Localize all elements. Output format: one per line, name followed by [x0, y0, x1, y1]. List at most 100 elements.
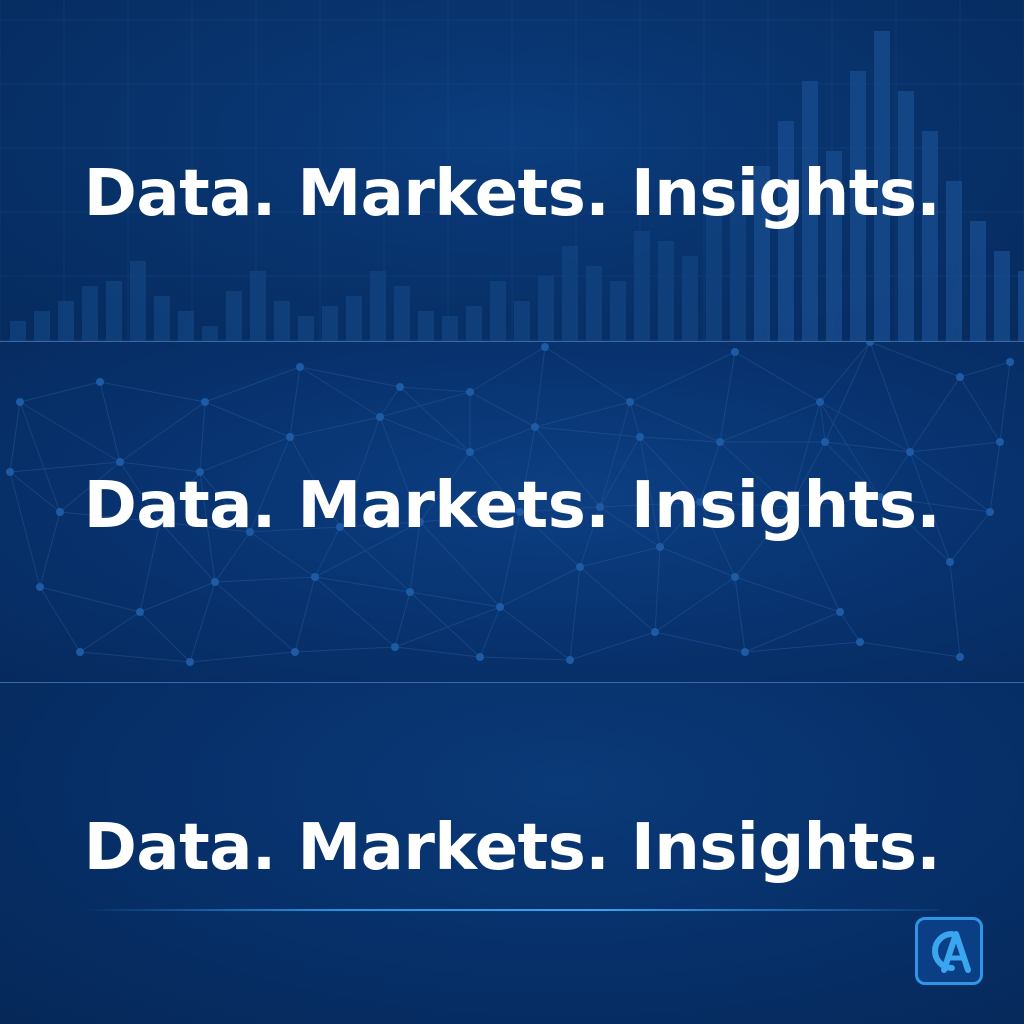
network-node — [866, 342, 874, 346]
decorative-bar — [778, 121, 794, 341]
decorative-bar — [658, 241, 674, 341]
network-node — [816, 398, 824, 406]
decorative-bar — [610, 281, 626, 341]
tagline-text: Data. Markets. Insights. — [83, 157, 941, 231]
network-node — [716, 438, 724, 446]
network-node — [821, 438, 829, 446]
network-node — [136, 608, 144, 616]
network-node — [731, 573, 739, 581]
network-node — [596, 503, 604, 511]
decorative-bar — [826, 151, 842, 341]
decorative-bar — [754, 166, 770, 341]
decorative-bar — [466, 306, 482, 341]
decorative-bar — [490, 281, 506, 341]
network-node — [196, 468, 204, 476]
network-node — [156, 518, 164, 526]
network-node — [211, 578, 219, 586]
decorative-bar — [58, 301, 74, 341]
network-node — [836, 608, 844, 616]
network-node — [36, 583, 44, 591]
network-node — [906, 448, 914, 456]
decorative-bar — [514, 301, 530, 341]
decorative-bar — [1018, 271, 1024, 341]
decorative-bar — [730, 191, 746, 341]
network-node — [396, 383, 404, 391]
decorative-bar — [634, 231, 650, 341]
network-node — [566, 656, 574, 664]
network-node — [291, 648, 299, 656]
decorative-bar — [898, 91, 914, 341]
network-node — [296, 363, 304, 371]
network-node — [956, 653, 964, 661]
decorative-bar — [370, 271, 386, 341]
network-node — [406, 588, 414, 596]
network-node — [311, 573, 319, 581]
network-node — [656, 543, 664, 551]
accent-underline — [80, 909, 940, 911]
decorative-bar — [442, 316, 458, 341]
network-node — [986, 508, 994, 516]
network-node — [286, 433, 294, 441]
network-node — [76, 648, 84, 656]
decorative-bar — [106, 281, 122, 341]
network-node — [376, 413, 384, 421]
network-node — [6, 468, 14, 476]
network-node — [336, 523, 344, 531]
decorative-bar — [130, 261, 146, 341]
brand-logo-icon — [915, 917, 983, 985]
bar-chart-background — [0, 0, 1024, 341]
network-node — [576, 563, 584, 571]
network-node — [531, 423, 539, 431]
panel-divider — [0, 682, 1024, 683]
network-node — [476, 653, 484, 661]
decorative-bar — [538, 276, 554, 341]
network-node — [996, 438, 1004, 446]
network-node — [731, 348, 739, 356]
decorative-bar — [394, 286, 410, 341]
network-node — [466, 388, 474, 396]
decorative-bar — [202, 326, 218, 341]
network-node — [946, 558, 954, 566]
network-node — [651, 628, 659, 636]
network-node — [201, 398, 209, 406]
network-node — [626, 398, 634, 406]
network-background — [6, 342, 1014, 666]
decorative-bar — [922, 131, 938, 341]
network-node — [56, 508, 64, 516]
decorative-bar — [682, 256, 698, 341]
decorative-bar — [298, 316, 314, 341]
decorative-bar — [706, 211, 722, 341]
network-node — [496, 603, 504, 611]
decorative-bar — [562, 246, 578, 341]
network-node — [186, 658, 194, 666]
decorative-bar — [970, 221, 986, 341]
network-node — [391, 643, 399, 651]
banner-panel-plain — [0, 683, 1024, 1024]
network-node — [786, 503, 794, 511]
decorative-bar — [586, 266, 602, 341]
banner-panel-network — [0, 342, 1024, 682]
network-node — [636, 433, 644, 441]
decorative-bar — [226, 291, 242, 341]
decorative-bar — [418, 311, 434, 341]
decorative-bar — [946, 181, 962, 341]
network-node — [541, 343, 549, 351]
decorative-bar — [346, 296, 362, 341]
network-node — [856, 638, 864, 646]
decorative-bar — [274, 301, 290, 341]
decorative-bar — [34, 311, 50, 341]
network-node — [741, 648, 749, 656]
tagline-text: Data. Markets. Insights. — [83, 811, 941, 885]
decorative-bar — [850, 71, 866, 341]
decorative-bar — [82, 286, 98, 341]
decorative-bar — [250, 271, 266, 341]
tagline-text: Data. Markets. Insights. — [83, 469, 941, 543]
decorative-bar — [154, 296, 170, 341]
decorative-bar — [994, 251, 1010, 341]
decorative-bar — [178, 311, 194, 341]
decorative-bar — [10, 321, 26, 341]
decorative-bar — [322, 306, 338, 341]
banner-panel-bar-chart — [0, 0, 1024, 341]
network-node — [696, 498, 704, 506]
